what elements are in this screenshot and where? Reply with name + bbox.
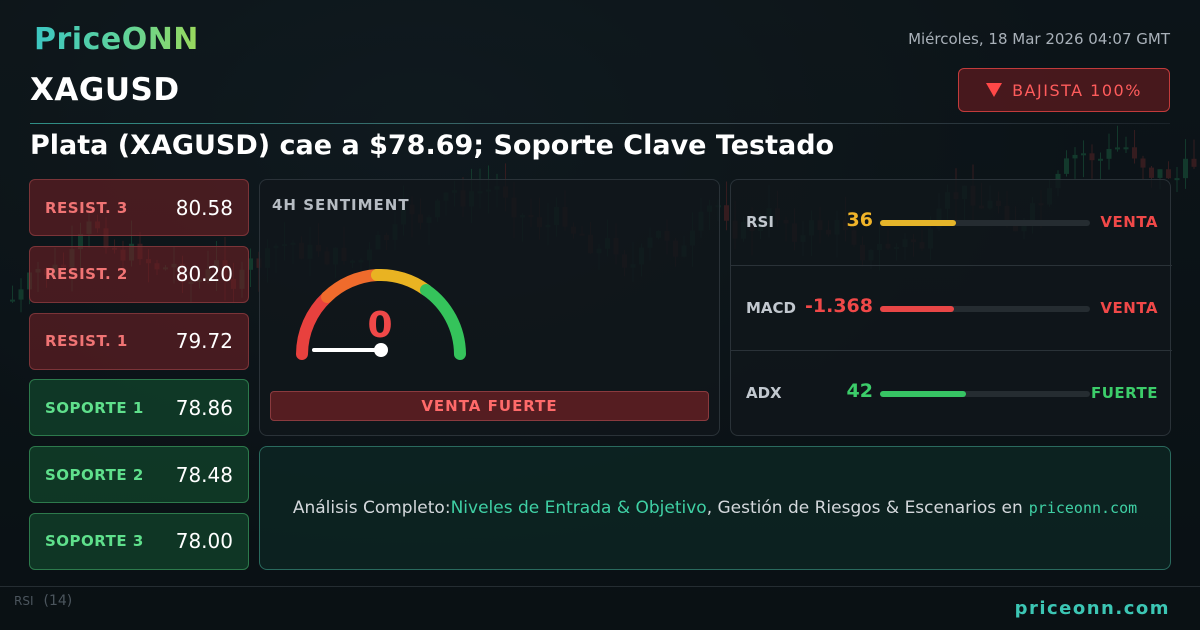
bg-rsi-name: RSI	[14, 594, 34, 608]
trend-badge-label: BAJISTA 100%	[1012, 80, 1142, 100]
indicator-signal: VENTA	[1100, 213, 1158, 231]
sentiment-panel: 4H SENTIMENT VENTA FUERTE	[259, 179, 720, 436]
footer-site-link[interactable]: priceonn.com	[1014, 598, 1170, 619]
promo-prefix: Análisis Completo:	[292, 498, 451, 518]
indicator-name: MACD	[746, 299, 796, 317]
indicator-bar-track	[880, 391, 1090, 397]
gauge-hub	[374, 343, 388, 357]
gauge-segment-red	[296, 291, 333, 360]
level-label: RESIST. 2	[45, 265, 128, 284]
brand-logo: PriceONN	[34, 22, 199, 57]
level-resist-2: RESIST. 2 80.20	[29, 245, 249, 303]
sentiment-gauge	[296, 268, 466, 360]
down-triangle-icon	[986, 83, 1003, 97]
indicator-bar-fill	[880, 391, 967, 397]
header-divider	[30, 123, 1170, 124]
level-value: 80.58	[175, 195, 233, 220]
level-label: SOPORTE 2	[45, 465, 144, 484]
sentiment-title: 4H SENTIMENT	[272, 196, 410, 214]
level-label: RESIST. 3	[45, 198, 128, 217]
indicator-adx: ADX 42 FUERTE	[731, 350, 1172, 435]
promo-banner[interactable]: Análisis Completo: Niveles de Entrada & …	[259, 446, 1171, 570]
level-support-1: SOPORTE 1 78.86	[29, 379, 249, 437]
level-value: 78.00	[175, 529, 233, 554]
date-time: Miércoles, 18 Mar 2026 04:07 GMT	[908, 30, 1170, 48]
indicator-signal: FUERTE	[1090, 384, 1158, 402]
indicator-name: ADX	[746, 384, 782, 402]
indicator-bar-track	[880, 220, 1090, 226]
gauge-segment-yellow	[371, 268, 432, 296]
level-resist-1: RESIST. 1 79.72	[29, 312, 249, 370]
indicator-name: RSI	[746, 213, 774, 231]
gauge-segment-green	[420, 284, 466, 360]
level-value: 78.86	[175, 395, 233, 420]
promo-highlight: Niveles de Entrada & Objetivo	[450, 498, 707, 518]
level-value: 78.48	[175, 462, 233, 487]
indicator-value: 36	[846, 209, 873, 231]
indicator-value: 42	[846, 380, 873, 402]
price-levels: RESIST. 3 80.58 RESIST. 2 80.20 RESIST. …	[29, 179, 249, 580]
indicator-bar-track	[880, 306, 1090, 312]
background-rsi-label: RSI (14)	[14, 593, 72, 609]
bg-rsi-period: (14)	[43, 593, 73, 609]
level-label: SOPORTE 1	[45, 398, 144, 417]
indicator-rsi: RSI 36 VENTA	[731, 180, 1172, 265]
sentiment-verdict: VENTA FUERTE	[270, 391, 709, 421]
gauge-value: 0	[367, 305, 393, 346]
promo-middle: , Gestión de Riesgos & Escenarios en	[706, 498, 1023, 518]
level-value: 79.72	[175, 329, 233, 354]
level-value: 80.20	[175, 262, 233, 287]
trend-badge: BAJISTA 100%	[958, 68, 1170, 112]
promo-site-link[interactable]: priceonn.com	[1028, 499, 1138, 517]
indicator-bar-fill	[880, 220, 956, 226]
indicator-bar-fill	[880, 306, 954, 312]
indicator-signal: VENTA	[1100, 299, 1158, 317]
level-support-2: SOPORTE 2 78.48	[29, 446, 249, 504]
level-label: RESIST. 1	[45, 332, 128, 351]
level-support-3: SOPORTE 3 78.00	[29, 512, 249, 570]
level-label: SOPORTE 3	[45, 532, 144, 551]
gauge-segment-orange	[321, 269, 383, 303]
indicator-macd: MACD -1.368 VENTA	[731, 265, 1172, 350]
headline: Plata (XAGUSD) cae a $78.69; Soporte Cla…	[30, 130, 835, 161]
footer-divider	[0, 586, 1200, 587]
indicator-value: -1.368	[805, 295, 873, 317]
indicators-panel: RSI 36 VENTA MACD -1.368 VENTA ADX 42 FU…	[730, 179, 1172, 436]
symbol-title: XAGUSD	[30, 72, 180, 108]
level-resist-3: RESIST. 3 80.58	[29, 179, 249, 236]
